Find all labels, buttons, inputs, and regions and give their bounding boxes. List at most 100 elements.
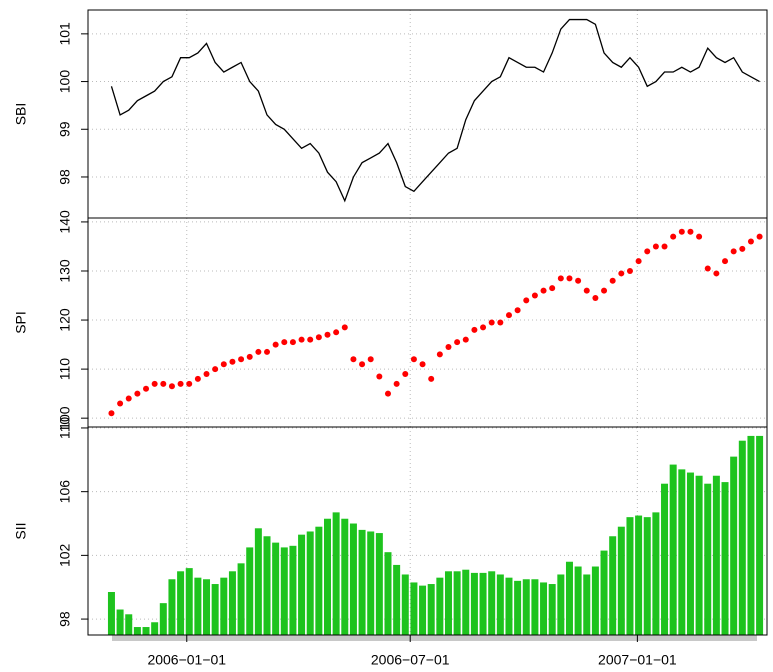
point [255, 348, 262, 355]
point [315, 334, 322, 341]
bar [669, 464, 677, 635]
bar [756, 435, 764, 635]
point [747, 238, 754, 245]
bar [617, 526, 625, 635]
bar [626, 517, 634, 635]
point [739, 245, 746, 252]
bar [609, 536, 617, 635]
point [333, 329, 340, 336]
bar [185, 568, 193, 635]
point [471, 326, 478, 333]
point [272, 341, 279, 348]
y-tick-label: 100 [57, 70, 73, 94]
bar [272, 542, 280, 635]
bar [444, 571, 452, 635]
bar [643, 517, 651, 635]
bar [289, 545, 297, 635]
bar [384, 552, 392, 635]
bar [712, 475, 720, 635]
bar [254, 528, 262, 635]
point [186, 380, 193, 387]
x-tick-label: 2006−01−01 [147, 652, 226, 668]
y-tick-label: 110 [57, 358, 73, 381]
point [531, 292, 538, 299]
point [549, 285, 556, 292]
point [557, 275, 564, 282]
bar [401, 574, 409, 635]
bar [393, 564, 401, 635]
bar [298, 534, 306, 635]
point [488, 319, 495, 326]
point [566, 275, 573, 282]
y-axis-label: SBI [13, 103, 29, 126]
point [730, 248, 737, 255]
point [678, 228, 685, 235]
point [220, 361, 227, 368]
bar [315, 526, 323, 635]
bar [211, 584, 219, 635]
bar [747, 435, 755, 635]
y-tick-label: 110 [57, 417, 73, 440]
point [583, 287, 590, 294]
bar [635, 515, 643, 635]
point [696, 233, 703, 240]
point [575, 277, 582, 284]
bar [462, 569, 470, 635]
point [341, 324, 348, 331]
bar [168, 579, 176, 635]
bar [349, 523, 357, 635]
bar [652, 512, 660, 635]
point [454, 339, 461, 346]
bar [228, 571, 236, 635]
point [281, 339, 288, 346]
y-tick-label: 120 [57, 308, 73, 332]
point [264, 348, 271, 355]
point [480, 324, 487, 331]
bar [704, 483, 712, 635]
x-tick-label: 2006−07−01 [371, 652, 450, 668]
point [143, 385, 150, 392]
point [428, 375, 435, 382]
y-tick-label: 101 [57, 22, 73, 46]
point [376, 373, 383, 380]
bar [116, 609, 124, 635]
panel-frame [87, 426, 768, 636]
point [601, 287, 608, 294]
point [125, 395, 132, 402]
point [704, 265, 711, 272]
bar [151, 622, 159, 635]
bar [436, 577, 444, 635]
point [462, 336, 469, 343]
point [229, 358, 236, 365]
point [618, 270, 625, 277]
bar [695, 475, 703, 635]
y-tick-label: 102 [57, 543, 73, 567]
bar [453, 571, 461, 635]
line [110, 18, 760, 203]
point [151, 380, 158, 387]
bar [341, 518, 349, 635]
bar [142, 627, 150, 635]
point [402, 371, 409, 378]
bar [496, 574, 504, 635]
bar [514, 580, 522, 635]
point [722, 258, 729, 265]
bar [125, 614, 133, 635]
point [393, 380, 400, 387]
point [661, 243, 668, 250]
y-tick-label: 98 [57, 169, 73, 185]
bar [375, 533, 383, 635]
point [445, 344, 452, 351]
point [203, 371, 210, 378]
point [134, 390, 141, 397]
bar [427, 584, 435, 635]
bar [237, 563, 245, 635]
point [194, 375, 201, 382]
point [713, 270, 720, 277]
point [592, 294, 599, 301]
point [523, 297, 530, 304]
y-tick-label: 99 [57, 121, 73, 137]
point [108, 410, 115, 417]
bar [548, 584, 556, 635]
bar [159, 603, 167, 635]
